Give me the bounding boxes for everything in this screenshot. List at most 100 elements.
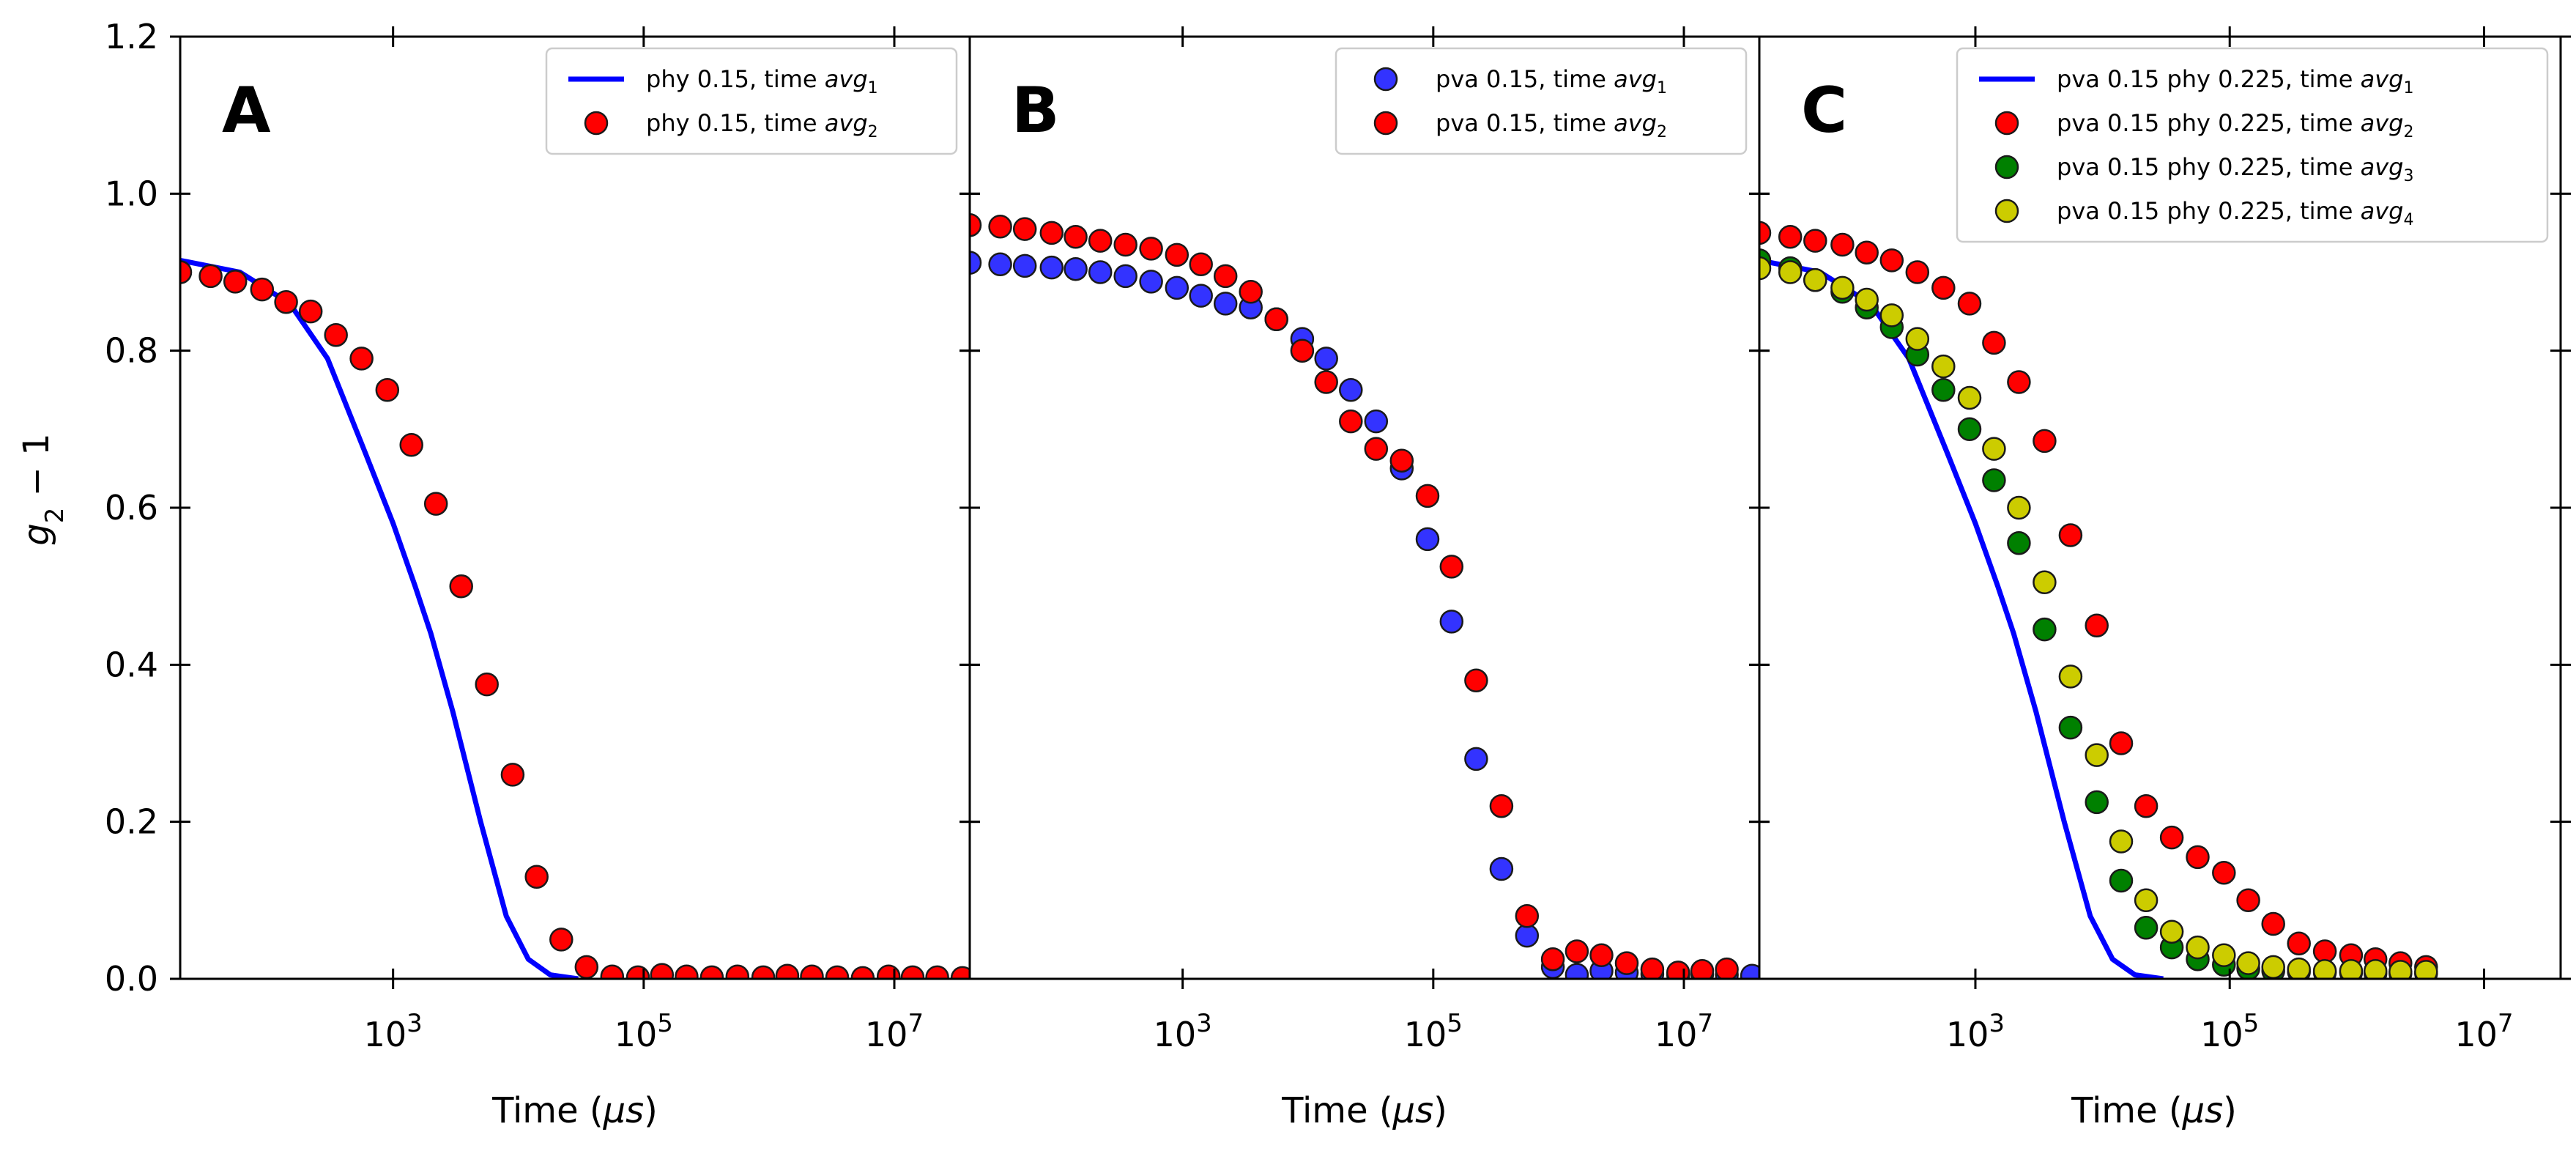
- data-point: [298, 299, 323, 324]
- data-point: [1759, 256, 1772, 281]
- data-point: [2186, 845, 2210, 870]
- data-point: [970, 212, 982, 237]
- data-point: [449, 574, 473, 599]
- data-point: [1982, 468, 2006, 492]
- data-point: [925, 965, 949, 979]
- data-point: [2339, 959, 2364, 979]
- data-point: [1364, 437, 1389, 461]
- panel-label: C: [1801, 74, 1847, 147]
- data-point: [2186, 935, 2210, 960]
- data-point: [2058, 523, 2083, 547]
- data-point: [1165, 243, 1189, 267]
- panel-label: A: [222, 74, 271, 147]
- data-point: [1113, 232, 1137, 257]
- data-point: [988, 252, 1012, 277]
- data-point: [1290, 338, 1315, 363]
- legend-entry: pva 0.15, time avg2: [1436, 109, 1667, 141]
- y-tick-label: 1.2: [105, 17, 158, 56]
- data-point: [250, 277, 275, 302]
- data-point: [1064, 256, 1088, 281]
- data-point: [1039, 221, 1064, 245]
- x-tick-label: 105: [1404, 1009, 1463, 1054]
- data-point: [399, 433, 423, 457]
- legend-marker: [1994, 199, 2019, 223]
- data-point: [2287, 957, 2311, 979]
- data-point: [574, 955, 599, 979]
- data-point: [2085, 613, 2109, 638]
- data-point: [1803, 267, 1827, 292]
- data-point: [2109, 731, 2134, 755]
- data-point: [2134, 793, 2159, 818]
- legend-marker: [584, 111, 609, 136]
- x-tick-label: 103: [1946, 1009, 2005, 1054]
- data-point: [1830, 232, 1855, 257]
- data-point: [1855, 287, 1879, 312]
- data-point: [751, 965, 776, 979]
- data-point: [1982, 437, 2006, 461]
- data-point: [1931, 378, 1956, 402]
- legend: pva 0.15, time avg1 pva 0.15, time avg2: [1335, 47, 1748, 155]
- data-point: [1113, 264, 1137, 289]
- data-point: [1439, 610, 1464, 634]
- data-point: [549, 928, 574, 952]
- data-point: [1339, 409, 1363, 434]
- data-point: [1339, 378, 1363, 402]
- legend-entry: phy 0.15, time avg2: [646, 109, 878, 141]
- x-axis-label: Time (μs): [491, 1090, 658, 1131]
- data-point: [900, 965, 925, 979]
- data-point: [1931, 354, 1956, 379]
- data-point: [2312, 939, 2337, 963]
- data-point: [1957, 417, 1982, 442]
- data-point: [1415, 484, 1440, 508]
- data-point: [2414, 960, 2438, 979]
- data-point: [1139, 270, 1163, 294]
- data-point: [2134, 916, 2159, 940]
- data-point: [1690, 959, 1715, 979]
- data-point: [970, 251, 982, 275]
- panel-label: B: [1012, 74, 1060, 147]
- data-point: [1564, 939, 1589, 963]
- legend-entry: pva 0.15 phy 0.225, time avg3: [2057, 153, 2413, 185]
- y-tick-label: 1.0: [105, 174, 158, 213]
- data-point: [180, 260, 193, 284]
- data-point: [1088, 260, 1113, 284]
- data-point: [1830, 275, 1855, 300]
- data-point: [1415, 527, 1440, 552]
- data-point: [1039, 255, 1064, 280]
- legend-entry: pva 0.15 phy 0.225, time avg1: [2057, 65, 2413, 97]
- legend-entry: pva 0.15, time avg1: [1436, 65, 1667, 97]
- data-point: [324, 322, 348, 347]
- plot-area: [180, 257, 970, 979]
- legend-marker: [1994, 155, 2019, 180]
- legend-entry: phy 0.15, time avg1: [646, 65, 878, 97]
- data-point: [600, 964, 625, 979]
- data-point: [475, 672, 499, 697]
- data-point: [1515, 923, 1540, 948]
- legend-entry: pva 0.15 phy 0.225, time avg4: [2057, 197, 2413, 229]
- y-tick-label: 0.6: [105, 488, 158, 528]
- data-point: [825, 965, 850, 979]
- x-tick-label: 103: [1154, 1009, 1212, 1054]
- data-point: [1715, 957, 1739, 979]
- data-point: [1982, 330, 2006, 355]
- x-axis-label: Time (μs): [1281, 1090, 1447, 1131]
- x-tick-label: 105: [615, 1009, 673, 1054]
- data-point: [2085, 790, 2109, 815]
- y-tick-label: 0.4: [105, 645, 158, 684]
- x-tick-label: 105: [2200, 1009, 2259, 1054]
- data-point: [988, 215, 1012, 239]
- data-point: [1389, 448, 1414, 473]
- data-point: [423, 492, 448, 516]
- y-tick-label: 0.8: [105, 331, 158, 371]
- data-point: [1803, 229, 1827, 253]
- data-point: [1139, 237, 1163, 261]
- legend-box: [545, 47, 958, 155]
- data-point: [198, 264, 223, 289]
- data-point: [1778, 225, 1803, 249]
- data-point: [1640, 957, 1665, 979]
- data-point: [1239, 280, 1263, 304]
- data-point: [1540, 947, 1565, 972]
- data-point: [2159, 919, 2184, 944]
- data-point: [1759, 221, 1772, 245]
